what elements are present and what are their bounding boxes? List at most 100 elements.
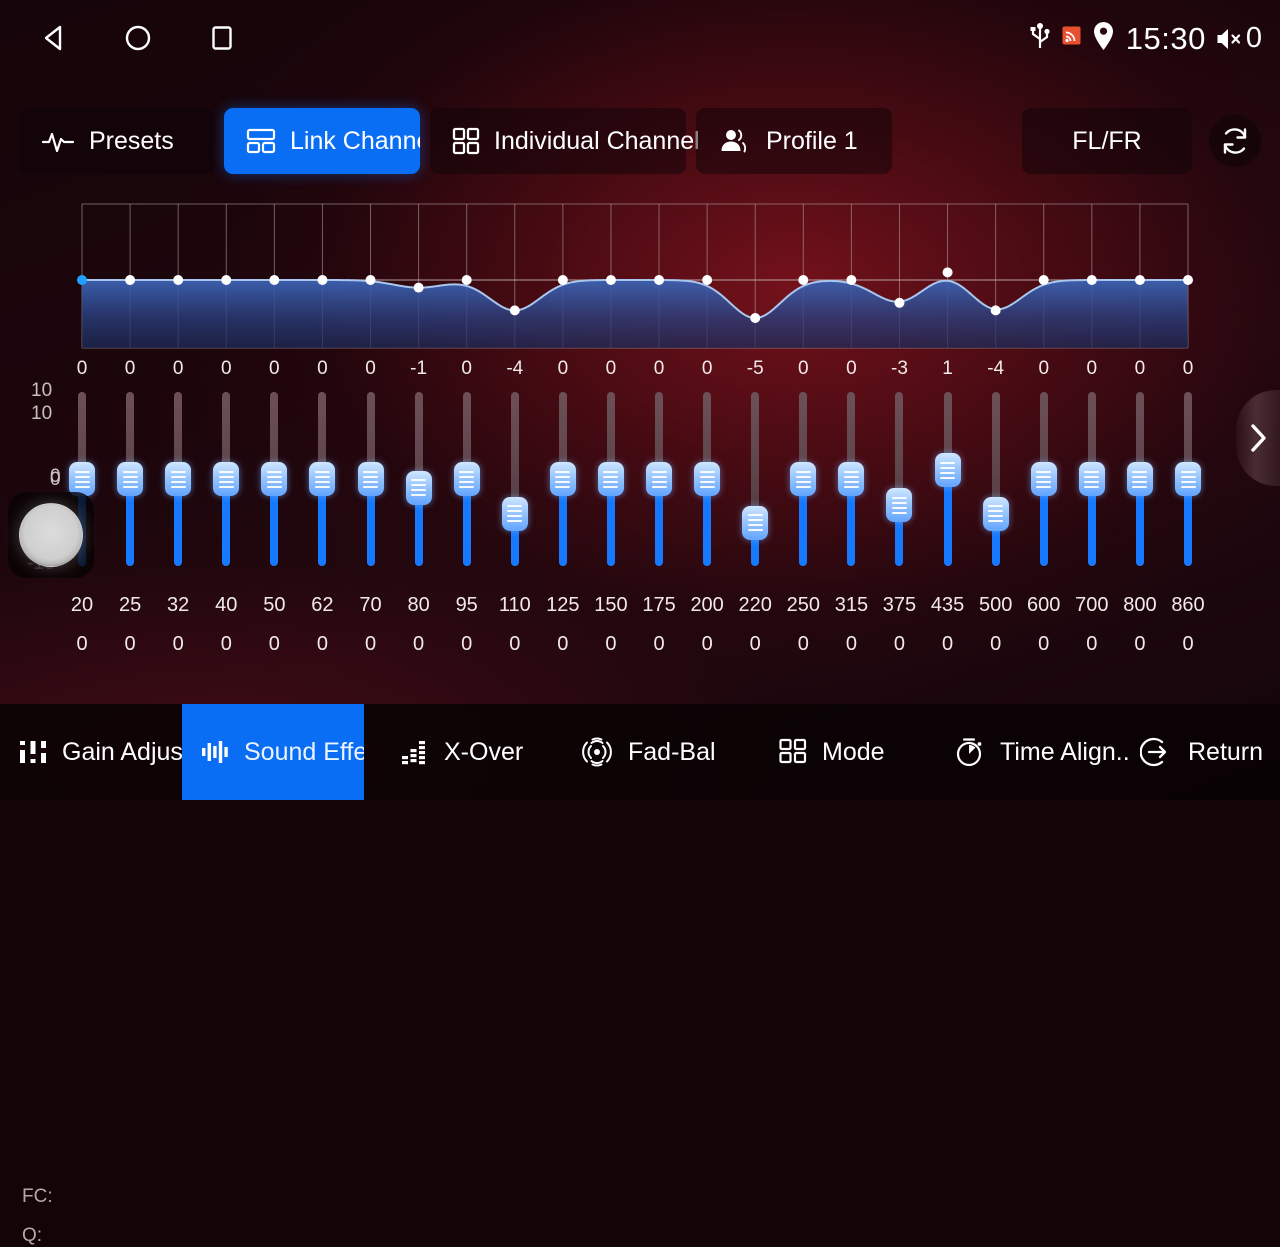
fc-value[interactable]: 150 <box>594 594 628 616</box>
fc-value[interactable]: 700 <box>1075 594 1109 616</box>
q-value[interactable]: 0 <box>653 633 665 655</box>
reset-button[interactable] <box>1209 115 1261 167</box>
slider-handle[interactable] <box>549 462 576 496</box>
slider-handle[interactable] <box>886 488 913 523</box>
eq-band-slider[interactable] <box>838 392 865 566</box>
q-value[interactable]: 0 <box>845 633 857 655</box>
fc-value[interactable]: 25 <box>118 594 142 616</box>
fc-value[interactable]: 800 <box>1123 594 1157 616</box>
slider-handle[interactable] <box>934 453 961 488</box>
eq-band-slider[interactable] <box>453 392 480 566</box>
slider-handle[interactable] <box>790 462 817 496</box>
slider-handle[interactable] <box>1030 462 1057 496</box>
slider-handle[interactable] <box>694 462 721 496</box>
home-icon[interactable] <box>118 18 158 58</box>
eq-band-slider[interactable] <box>934 392 961 566</box>
fc-value[interactable]: 125 <box>546 594 580 616</box>
tab-link-channel[interactable]: Link Channel <box>224 108 420 174</box>
slider-handle[interactable] <box>501 496 528 531</box>
bottom-nav-gain-adjust[interactable]: Gain Adjus.. <box>0 704 197 800</box>
q-value[interactable]: 0 <box>268 633 280 655</box>
eq-band-slider[interactable] <box>982 392 1009 566</box>
eq-band-slider[interactable] <box>1126 392 1153 566</box>
fc-value[interactable]: 70 <box>359 594 382 616</box>
slider-handle[interactable] <box>597 462 624 496</box>
q-value[interactable]: 0 <box>605 633 617 655</box>
eq-band-slider[interactable] <box>1030 392 1057 566</box>
fc-value[interactable]: 175 <box>642 594 676 616</box>
fc-value[interactable]: 315 <box>834 594 869 616</box>
q-value[interactable]: 0 <box>172 633 184 655</box>
fc-value[interactable]: 500 <box>978 594 1013 616</box>
q-value[interactable]: 0 <box>1086 633 1098 655</box>
slider-handle[interactable] <box>838 462 865 496</box>
slider-track[interactable] <box>510 392 519 566</box>
slider-track[interactable] <box>895 392 904 566</box>
q-value[interactable]: 0 <box>749 633 761 655</box>
q-value[interactable]: 0 <box>1182 633 1194 655</box>
fc-value[interactable]: 220 <box>738 594 772 616</box>
tab-individual-channel[interactable]: Individual Channel <box>430 108 700 174</box>
slider-handle[interactable] <box>982 496 1009 531</box>
slider-handle[interactable] <box>742 505 769 540</box>
eq-band-slider[interactable] <box>213 392 240 566</box>
fc-value[interactable]: 62 <box>311 594 334 616</box>
q-value[interactable]: 0 <box>413 633 425 655</box>
q-value[interactable]: 0 <box>557 633 569 655</box>
slider-handle[interactable] <box>646 462 673 496</box>
recents-icon[interactable] <box>202 18 242 58</box>
eq-band-slider[interactable] <box>309 392 336 566</box>
q-value[interactable]: 0 <box>76 633 88 655</box>
q-value[interactable]: 0 <box>509 633 521 655</box>
eq-band-slider[interactable] <box>742 392 769 566</box>
q-value[interactable]: 0 <box>942 633 954 655</box>
q-value[interactable]: 0 <box>461 633 473 655</box>
fc-value[interactable]: 40 <box>215 594 238 616</box>
tab-presets[interactable]: Presets <box>19 108 215 174</box>
fc-value[interactable]: 200 <box>690 594 724 616</box>
fc-value[interactable]: 20 <box>70 594 94 616</box>
q-value[interactable]: 0 <box>990 633 1002 655</box>
slider-handle[interactable] <box>1126 462 1153 496</box>
slider-handle[interactable] <box>405 470 432 505</box>
slider-track[interactable] <box>751 392 760 566</box>
slider-handle[interactable] <box>357 462 384 496</box>
eq-band-slider[interactable] <box>549 392 576 566</box>
eq-band-slider[interactable] <box>261 392 288 566</box>
eq-band-slider[interactable] <box>790 392 817 566</box>
slider-track[interactable] <box>991 392 1000 566</box>
back-icon[interactable] <box>34 18 74 58</box>
fc-value[interactable]: 600 <box>1027 594 1061 616</box>
eq-band-slider[interactable] <box>886 392 913 566</box>
eq-band-slider[interactable] <box>117 392 144 566</box>
slider-handle[interactable] <box>1175 462 1201 496</box>
fc-value[interactable]: 860 <box>1171 594 1205 616</box>
frequency-response-graph[interactable]: 10 0 -10 <box>0 195 1280 550</box>
fc-value[interactable]: 80 <box>407 594 430 616</box>
q-value[interactable]: 0 <box>893 633 906 655</box>
q-value[interactable]: 0 <box>364 633 377 655</box>
bottom-nav-time-align[interactable]: Time Align.. <box>936 704 1136 800</box>
eq-band-slider[interactable] <box>501 392 528 566</box>
q-value[interactable]: 0 <box>316 633 328 655</box>
q-value[interactable]: 0 <box>797 633 809 655</box>
eq-band-slider[interactable] <box>1078 392 1105 566</box>
eq-band-slider[interactable] <box>694 392 721 566</box>
fc-value[interactable]: 50 <box>263 594 286 616</box>
eq-band-slider[interactable] <box>165 392 192 566</box>
eq-band-slider[interactable] <box>405 392 432 566</box>
fc-value[interactable]: 95 <box>455 594 478 616</box>
slider-handle[interactable] <box>1078 462 1105 496</box>
q-value[interactable]: 0 <box>1134 633 1146 655</box>
bottom-nav-mode[interactable]: Mode <box>760 704 910 800</box>
tab-profile[interactable]: Profile 1 <box>696 108 892 174</box>
fc-value[interactable]: 375 <box>882 594 917 616</box>
rotary-knob-icon[interactable] <box>8 492 94 578</box>
bottom-nav-sound-effect[interactable]: Sound Effect <box>182 704 364 800</box>
eq-band-slider[interactable] <box>357 392 384 566</box>
slider-handle[interactable] <box>453 462 480 496</box>
channel-select-button[interactable]: FL/FR <box>1022 108 1192 174</box>
q-value[interactable]: 0 <box>124 633 136 655</box>
fc-value[interactable]: 435 <box>930 594 965 616</box>
next-page-button[interactable] <box>1236 390 1280 486</box>
